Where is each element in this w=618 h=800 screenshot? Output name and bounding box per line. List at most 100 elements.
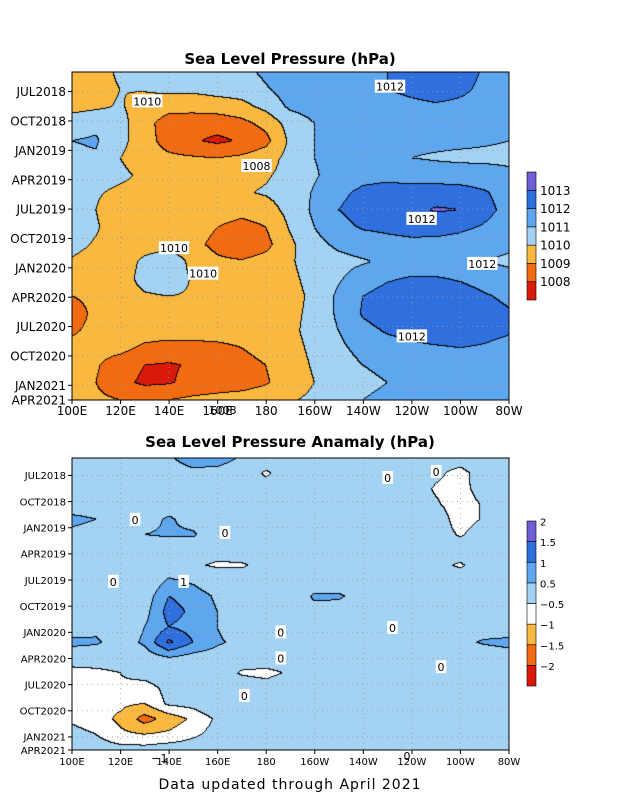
colorbar-label: 1008 <box>540 275 571 289</box>
contour-label-bg <box>132 94 163 108</box>
contour-label: 0 <box>275 651 287 665</box>
contour-label: 0 <box>387 620 398 635</box>
colorbar-label: 0.5 <box>540 579 556 590</box>
anomaly-colorbar: −2 −1.5 −1 −0.5 0.5 1 1.5 2 <box>526 518 564 687</box>
colorbar-swatch <box>526 226 537 246</box>
x-tick-label: 160W <box>297 404 332 418</box>
contour-label-bg <box>374 79 406 93</box>
contour-label-bg <box>406 211 437 225</box>
anomaly-contour-labels: 0 0 0 0 0 1 0 0 0 0 0 −1 0 <box>107 464 447 765</box>
contour-label-bg <box>435 660 447 674</box>
colorbar-swatch <box>526 644 537 666</box>
contour-label-text: 0 <box>241 690 248 703</box>
y-tick-label: OCT2018 <box>20 497 66 508</box>
x-tick-label: 180 <box>257 757 276 768</box>
y-tick-label: APR2019 <box>12 173 66 187</box>
contour-label-text: 0 <box>384 472 391 485</box>
y-tick-label: APR2021 <box>12 394 66 408</box>
colorbar-swatch <box>526 665 537 687</box>
colorbar-label: 1009 <box>540 257 571 271</box>
y-tick-label: JAN2019 <box>14 144 66 158</box>
y-tick-label: OCT2018 <box>10 115 66 129</box>
colorbar-swatch <box>526 541 537 563</box>
colorbar-swatch <box>526 171 537 191</box>
y-tick-label: APR2020 <box>21 654 66 665</box>
x-tick-label: 80W <box>498 757 521 768</box>
contour-label-bg <box>107 574 119 588</box>
contour-label-bg <box>150 750 168 764</box>
contour-label-text: 1012 <box>398 330 426 343</box>
colorbar-swatch <box>526 582 537 604</box>
colorbar-swatch <box>526 561 537 584</box>
contour-label: 1008 <box>241 158 272 173</box>
y-tick-label: OCT2020 <box>20 707 66 718</box>
contour-label-text: 0 <box>277 652 284 665</box>
contour-label-bg <box>396 329 428 343</box>
colorbar-swatch <box>526 623 537 646</box>
contour-label: 0 <box>129 512 141 527</box>
contour-label: 1010 <box>187 266 219 281</box>
y-tick-label: JAN2019 <box>22 524 66 535</box>
contour-label-text: 1008 <box>209 404 237 417</box>
x-tick-label: 100E <box>57 404 88 418</box>
contour-label-bg <box>207 402 238 416</box>
y-tick-label: APR2021 <box>21 746 66 757</box>
x-tick-label: 140E <box>156 757 181 768</box>
contour-label: 1 <box>178 574 189 589</box>
contour-label-bg <box>382 471 393 485</box>
y-tick-label: JUL2018 <box>15 85 66 99</box>
y-tick-label: JAN2021 <box>14 379 66 393</box>
contour-label: 1012 <box>406 211 437 226</box>
contour-label-text: 0 <box>221 527 228 540</box>
contour-label-bg <box>219 525 231 539</box>
x-tick-label: 120E <box>108 757 133 768</box>
colorbar-label: 1 <box>540 559 546 570</box>
contour-label-text: −1 <box>151 752 167 765</box>
slp-panel: Sea Level Pressure (hPa) 101010121008101… <box>10 50 570 418</box>
x-tick-label: 80W <box>495 404 522 418</box>
slp-contour-labels: 1010 1012 1008 1012 1010 1012 1010 1012 1008 <box>132 79 498 417</box>
x-tick-label: 180 <box>255 404 278 418</box>
y-tick-label: JUL2018 <box>24 471 66 482</box>
x-tick-label: 100E <box>59 757 84 768</box>
contour-label-text: 0 <box>404 750 411 763</box>
contour-label: 1012 <box>396 329 428 343</box>
contour-label-text: 0 <box>438 661 445 674</box>
slp-colorbar: 1008 1009 1010 1011 1012 1013 <box>526 171 571 301</box>
contour-label: 1010 <box>132 94 163 108</box>
contour-label: 1012 <box>374 79 406 94</box>
contour-label: 0 <box>382 471 393 485</box>
y-tick-label: OCT2019 <box>20 602 66 613</box>
x-tick-label: 140E <box>154 404 185 418</box>
contour-label-text: 0 <box>277 626 284 639</box>
anomaly-axis-ticks: 100E 120E 140E 160E 180 160W 140W 120W 100W 80W JU… <box>20 471 521 768</box>
contour-label-bg <box>467 256 498 270</box>
y-tick-label: JAN2020 <box>14 261 66 275</box>
colorbar-label: −1 <box>540 621 555 632</box>
contour-label-bg <box>239 688 250 702</box>
x-tick-label: 100W <box>446 757 475 768</box>
anomaly-grid <box>72 458 509 750</box>
colorbar-label: −1.5 <box>540 641 564 652</box>
colorbar-swatch <box>526 520 537 542</box>
anomaly-chart-title: Sea Level Pressure Anamaly (hPa) <box>145 433 435 451</box>
x-tick-label: 120W <box>394 404 429 418</box>
anom-filled-contours <box>72 458 509 750</box>
contour-label: 0 <box>219 525 231 540</box>
contour-label-bg <box>158 241 190 255</box>
y-tick-label: JUL2019 <box>15 203 66 217</box>
slp-field <box>72 72 509 400</box>
contour-label-bg <box>275 625 287 639</box>
contour-label-text: 1 <box>180 576 187 589</box>
contour-label: 1008 <box>207 402 238 417</box>
contour-label-text: 1010 <box>133 95 161 108</box>
data-update-note: Data updated through April 2021 <box>158 777 421 793</box>
colorbar-label: 1013 <box>540 184 571 198</box>
anomaly-field <box>72 458 509 750</box>
colorbar-swatch <box>526 189 537 209</box>
contour-label-text: 1008 <box>243 160 271 173</box>
contour-label: 1010 <box>158 241 190 255</box>
contour-label-text: 1012 <box>376 81 404 94</box>
x-tick-label: 140W <box>346 404 381 418</box>
